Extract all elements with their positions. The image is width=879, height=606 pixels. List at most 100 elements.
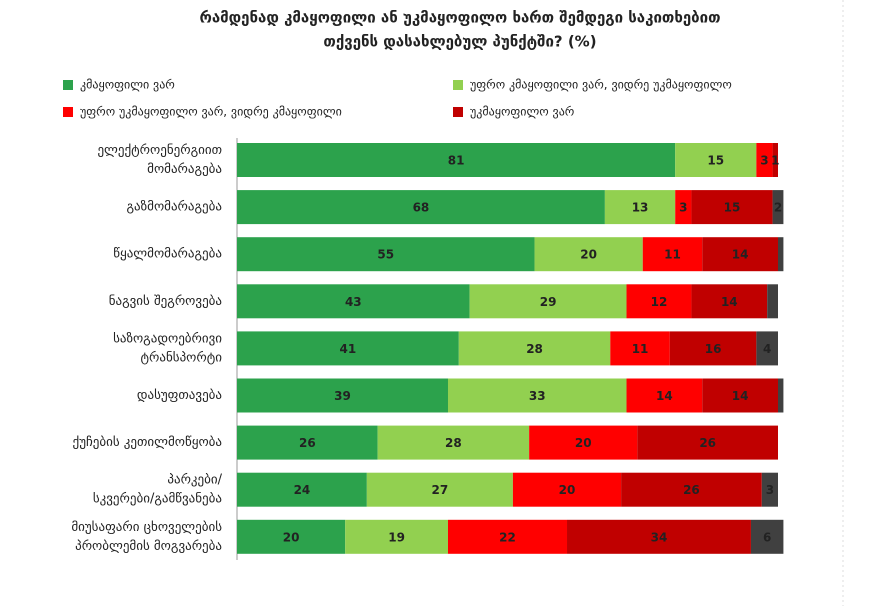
category-label: მიუსაფარი ცხოველების xyxy=(71,520,222,535)
bar-segment xyxy=(237,425,378,460)
bar-segment xyxy=(237,472,367,507)
legend-swatch xyxy=(63,80,73,90)
value-label: 26 xyxy=(699,436,716,450)
value-label: 20 xyxy=(580,248,597,262)
chart-title: რამდენად კმაყოფილი ან უკმაყოფილო ხართ შე… xyxy=(199,9,720,27)
value-label: 3 xyxy=(679,201,687,215)
value-label: 15 xyxy=(724,201,741,215)
bar-segment xyxy=(626,378,703,413)
value-label: 41 xyxy=(340,342,357,356)
value-label: 33 xyxy=(529,389,546,403)
value-label: 6 xyxy=(763,530,771,544)
bar-segment xyxy=(702,378,778,413)
value-label: 12 xyxy=(651,295,668,309)
bar-segment xyxy=(345,519,448,554)
value-label: 34 xyxy=(651,530,668,544)
bar-segment xyxy=(237,331,459,366)
legend-label: უკმაყოფილო ვარ xyxy=(470,105,574,119)
value-label: 29 xyxy=(540,295,557,309)
category-label: გაზმომარაგება xyxy=(126,200,222,215)
bar-segment xyxy=(669,331,757,366)
value-label: 14 xyxy=(721,295,738,309)
category-label: სკვერები/გამწვანება xyxy=(93,492,222,507)
bar-segment xyxy=(469,284,627,319)
value-label: 14 xyxy=(732,389,749,403)
bar-segment xyxy=(237,519,346,554)
legend-swatch xyxy=(453,80,463,90)
legend-label: უფრო კმაყოფილი ვარ, ვიდრე უკმაყოფილო xyxy=(470,78,732,92)
value-label: 16 xyxy=(705,342,722,356)
value-label: 13 xyxy=(632,201,649,215)
value-label: 4 xyxy=(763,342,771,356)
category-label: საზოგადოებრივი xyxy=(113,331,222,346)
value-label: 14 xyxy=(656,389,673,403)
bar-segment xyxy=(366,472,513,507)
legend-swatch xyxy=(453,107,463,117)
value-label: 1 xyxy=(771,154,779,168)
bar-segment xyxy=(512,472,622,507)
bar-segment xyxy=(637,425,778,460)
value-label: 55 xyxy=(377,248,394,262)
category-label: დასუფთავება xyxy=(137,388,222,403)
bar-segment xyxy=(610,331,670,366)
value-label: 81 xyxy=(448,154,465,168)
value-label: 11 xyxy=(632,342,649,356)
value-label: 14 xyxy=(732,248,749,262)
value-label: 15 xyxy=(707,154,724,168)
value-label: 43 xyxy=(345,295,362,309)
bar-segment xyxy=(529,425,638,460)
bar-segment xyxy=(237,190,605,225)
bar-segment xyxy=(604,190,676,225)
bar-segment xyxy=(377,425,530,460)
bar-segment xyxy=(702,237,778,272)
bar-segment xyxy=(237,237,535,272)
value-label: 20 xyxy=(559,483,576,497)
value-label: 2 xyxy=(774,201,782,215)
bar-segment xyxy=(761,472,778,507)
legend-swatch xyxy=(63,107,73,117)
value-label: 26 xyxy=(299,436,316,450)
legend-label: კმაყოფილი ვარ xyxy=(80,78,175,92)
bar-segment xyxy=(691,190,773,225)
bar-segment xyxy=(237,143,676,177)
value-label: 3 xyxy=(766,483,774,497)
bar-segment xyxy=(778,378,784,413)
category-label: ელექტროენერგიით xyxy=(97,143,222,158)
bar-segment xyxy=(447,378,627,413)
bar-segment xyxy=(778,237,784,272)
value-label: 20 xyxy=(575,436,592,450)
category-label: ქუჩების კეთილმოწყობა xyxy=(73,435,222,450)
bar-segment xyxy=(772,190,784,225)
value-label: 20 xyxy=(283,530,300,544)
bar-segment xyxy=(756,331,778,366)
value-label: 19 xyxy=(388,530,405,544)
bar-segment xyxy=(237,378,448,413)
bar-segment xyxy=(626,284,692,319)
value-label: 3 xyxy=(760,154,768,168)
bar-segment xyxy=(772,143,778,177)
bar-segment xyxy=(691,284,768,319)
value-label: 27 xyxy=(432,483,449,497)
bar-segment xyxy=(621,472,762,507)
category-label: პრობლემის მოგვარება xyxy=(75,539,222,554)
bar-segment xyxy=(675,143,757,177)
category-label: ტრანსპორტი xyxy=(141,350,223,365)
value-label: 24 xyxy=(294,483,311,497)
bar-segment xyxy=(458,331,611,366)
bar-segment xyxy=(675,190,692,225)
category-label: მომარაგება xyxy=(147,162,222,177)
value-label: 26 xyxy=(683,483,700,497)
category-label: ნაგვის შეგროვება xyxy=(109,294,222,309)
category-label: წყალმომარაგება xyxy=(113,247,222,262)
bar-segment xyxy=(534,237,643,272)
value-label: 28 xyxy=(445,436,462,450)
bar-segment xyxy=(750,519,784,554)
bar-segment xyxy=(447,519,568,554)
value-label: 11 xyxy=(664,248,681,262)
legend-label: უფრო უკმაყოფილო ვარ, ვიდრე კმაყოფილი xyxy=(80,105,342,119)
value-label: 68 xyxy=(413,201,430,215)
bar-segment xyxy=(756,143,773,177)
value-label: 39 xyxy=(334,389,351,403)
bar-segment xyxy=(567,519,751,554)
